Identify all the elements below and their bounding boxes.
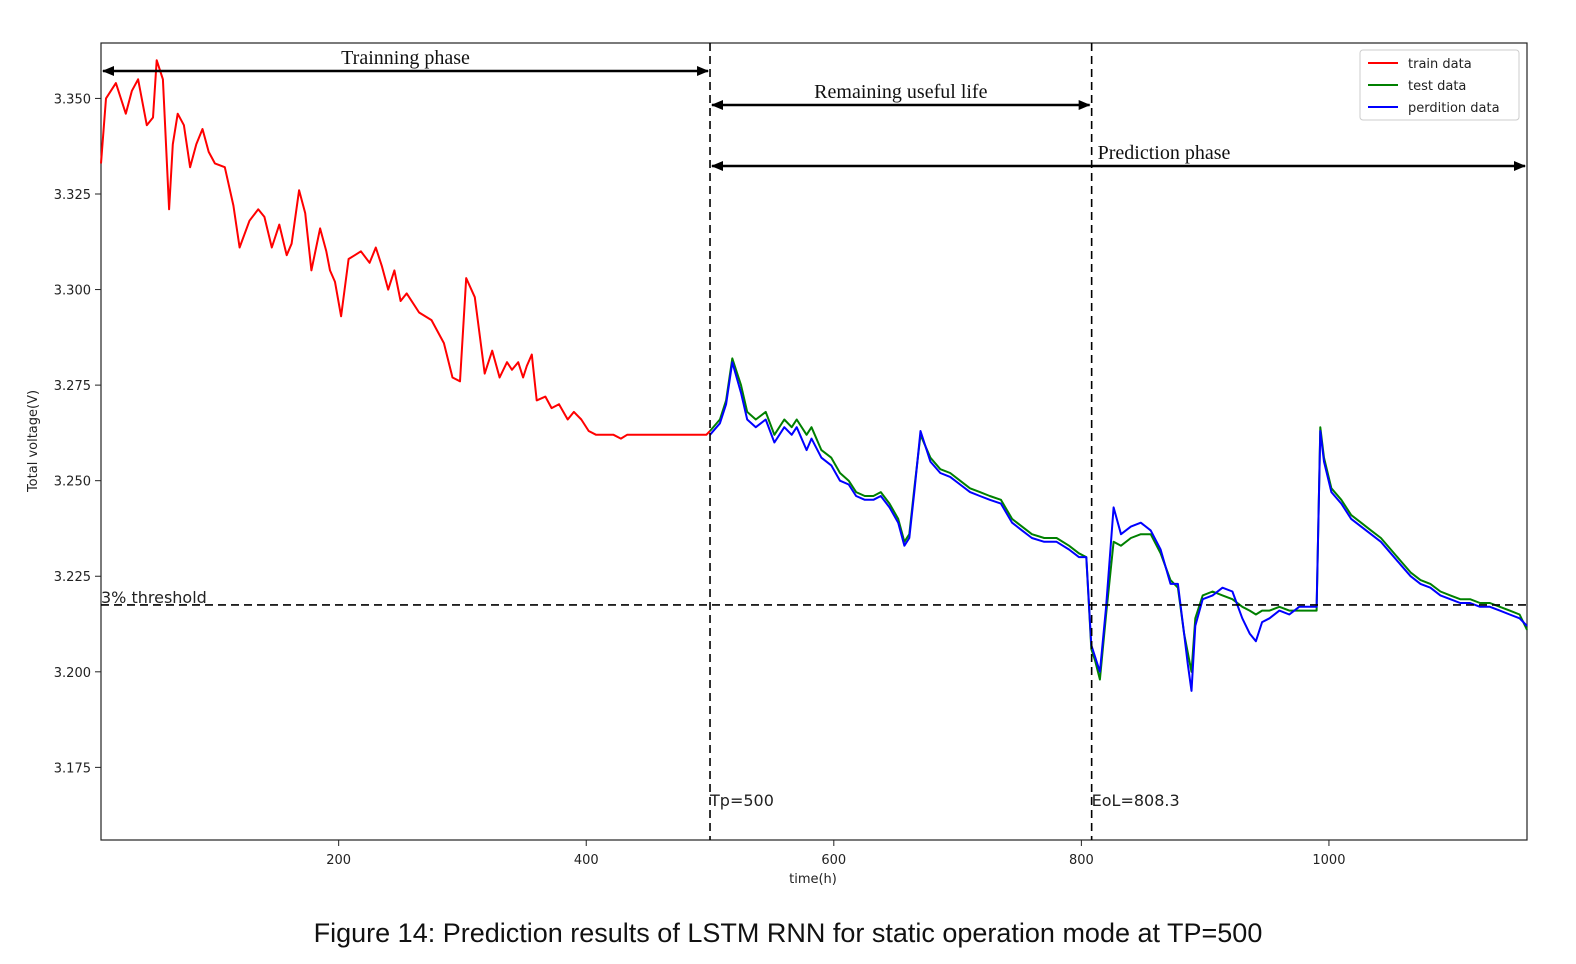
legend-entry: perdition data: [1408, 101, 1500, 116]
span-label: Trainning phase: [341, 47, 470, 69]
series-line-test-data: [709, 357, 1528, 681]
x-tick-label: 200: [326, 853, 351, 868]
x-tick-label: 1000: [1312, 853, 1345, 868]
annotations: 3% threshold Tp=500 EoL=808.3 Trainning pha…: [101, 43, 1527, 840]
x-tick-label: 600: [821, 853, 846, 868]
vline-label: EoL=808.3: [1092, 791, 1180, 810]
x-axis: 200 400 600 800 1000: [326, 840, 1345, 868]
span-label: Prediction phase: [1098, 142, 1231, 164]
series-line-perdition-data: [709, 361, 1528, 692]
y-tick-label: 3.275: [54, 379, 91, 394]
y-tick-label: 3.175: [54, 761, 91, 776]
figure-caption: Figure 14: Prediction results of LSTM RN…: [313, 918, 1263, 948]
y-tick-label: 3.200: [54, 666, 91, 681]
y-tick-label: 3.300: [54, 284, 91, 299]
y-tick-label: 3.225: [54, 570, 91, 585]
legend: train data test data perdition data: [1359, 49, 1520, 121]
y-axis-label: Total voltage(V): [26, 390, 41, 493]
span-label: Remaining useful life: [814, 81, 987, 103]
y-tick-label: 3.325: [54, 188, 91, 203]
series-line-train-data: [100, 59, 711, 440]
x-tick-label: 400: [574, 853, 599, 868]
vline-label: Tp=500: [709, 791, 774, 810]
y-axis: 3.175 3.200 3.225 3.250 3.275 3.300 3.325 3.350: [54, 92, 101, 776]
threshold-label: 3% threshold: [101, 588, 207, 607]
series-layer: [100, 59, 1528, 692]
y-tick-label: 3.350: [54, 92, 91, 107]
legend-entry: test data: [1408, 79, 1466, 94]
legend-box: [1359, 49, 1520, 121]
x-tick-label: 800: [1069, 853, 1094, 868]
legend-entry: train data: [1408, 57, 1472, 72]
y-tick-label: 3.250: [54, 475, 91, 490]
x-axis-label: time(h): [789, 872, 837, 887]
